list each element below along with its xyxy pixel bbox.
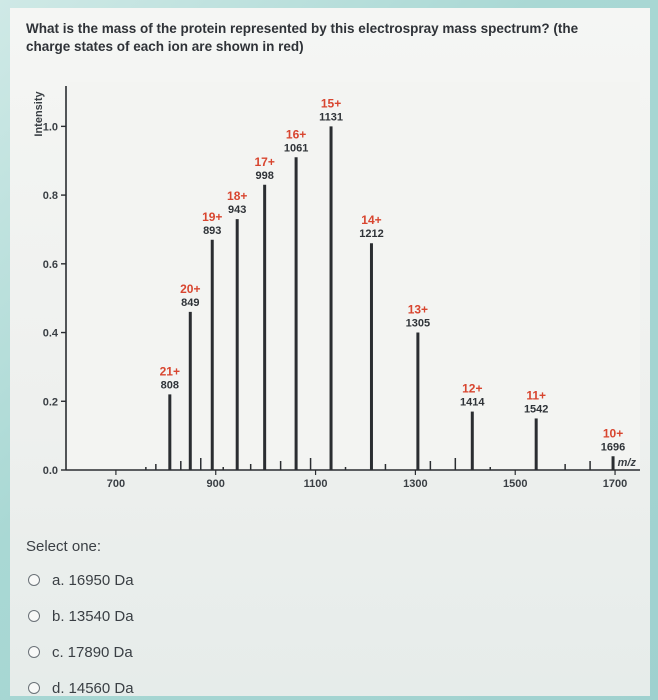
x-tick-label: 1300: [403, 478, 427, 490]
radio-icon[interactable]: [28, 610, 40, 622]
option-c-letter: c.: [52, 643, 64, 661]
x-tick-label: 1700: [603, 478, 627, 490]
option-d[interactable]: d. 14560 Da: [28, 676, 134, 700]
radio-icon[interactable]: [28, 574, 40, 586]
peak-mz-label: 943: [228, 204, 246, 216]
option-a-letter: a.: [52, 571, 65, 589]
peak-charge-label: 14+: [361, 213, 381, 227]
x-tick-label: 1500: [503, 478, 527, 490]
x-tick-label: 700: [107, 478, 125, 490]
option-b-letter: b.: [52, 607, 65, 625]
peak-charge-label: 21+: [160, 364, 180, 378]
peak-charge-label: 19+: [202, 210, 222, 224]
x-tick-label: 1100: [304, 478, 328, 490]
radio-icon[interactable]: [28, 682, 40, 694]
peak-charge-label: 17+: [254, 155, 274, 169]
y-tick-label: 0.4: [43, 328, 59, 340]
option-a-text: 16950 Da: [68, 571, 134, 589]
option-d-letter: d.: [52, 679, 65, 697]
select-one-label: Select one:: [26, 538, 102, 555]
peak-mz-label: 1131: [319, 111, 343, 123]
peak-mz-label: 849: [181, 297, 199, 309]
radio-icon[interactable]: [28, 646, 40, 658]
plot-area: [66, 82, 640, 470]
question-card: What is the mass of the protein represen…: [10, 8, 650, 697]
option-b[interactable]: b. 13540 Da: [28, 604, 134, 628]
option-d-text: 14560 Da: [68, 679, 134, 697]
y-axis-label: Intensity: [33, 91, 45, 137]
option-c[interactable]: c. 17890 Da: [28, 640, 133, 664]
peak-charge-label: 10+: [603, 426, 623, 440]
option-b-text: 13540 Da: [68, 607, 134, 625]
y-tick-label: 1.0: [43, 121, 58, 133]
y-tick-label: 0.6: [43, 259, 58, 271]
peak-charge-label: 12+: [462, 382, 482, 396]
peak-charge-label: 20+: [180, 282, 200, 296]
x-axis-label: m/z: [618, 457, 637, 469]
peak-mz-label: 808: [161, 379, 179, 391]
option-c-text: 17890 Da: [67, 643, 133, 661]
mass-spectrum-chart: 0.0 0.2 0.4 0.6 0.8 1.0 Intensity 700 900 1100 130…: [20, 72, 650, 512]
peak-mz-label: 998: [255, 170, 273, 182]
x-tick-label: 900: [207, 478, 225, 490]
peak-charge-label: 15+: [321, 96, 341, 110]
peak-mz-label: 1212: [359, 228, 383, 240]
y-tick-label: 0.2: [43, 396, 58, 408]
peak-mz-label: 1696: [601, 441, 625, 453]
y-tick-label: 0.8: [43, 190, 58, 202]
y-tick-label: 0.0: [43, 465, 58, 477]
peak-charge-label: 11+: [526, 388, 546, 402]
peak-charge-label: 13+: [408, 303, 428, 317]
peak-charge-label: 16+: [286, 127, 306, 141]
peak-mz-label: 1061: [284, 142, 308, 154]
peak-mz-label: 1305: [406, 318, 430, 330]
peak-charge-label: 18+: [227, 189, 247, 203]
peak-mz-label: 1542: [524, 403, 548, 415]
option-a[interactable]: a. 16950 Da: [28, 568, 134, 592]
question-text: What is the mass of the protein represen…: [26, 21, 579, 54]
peak-mz-label: 893: [203, 225, 221, 237]
peak-mz-label: 1414: [460, 397, 485, 409]
